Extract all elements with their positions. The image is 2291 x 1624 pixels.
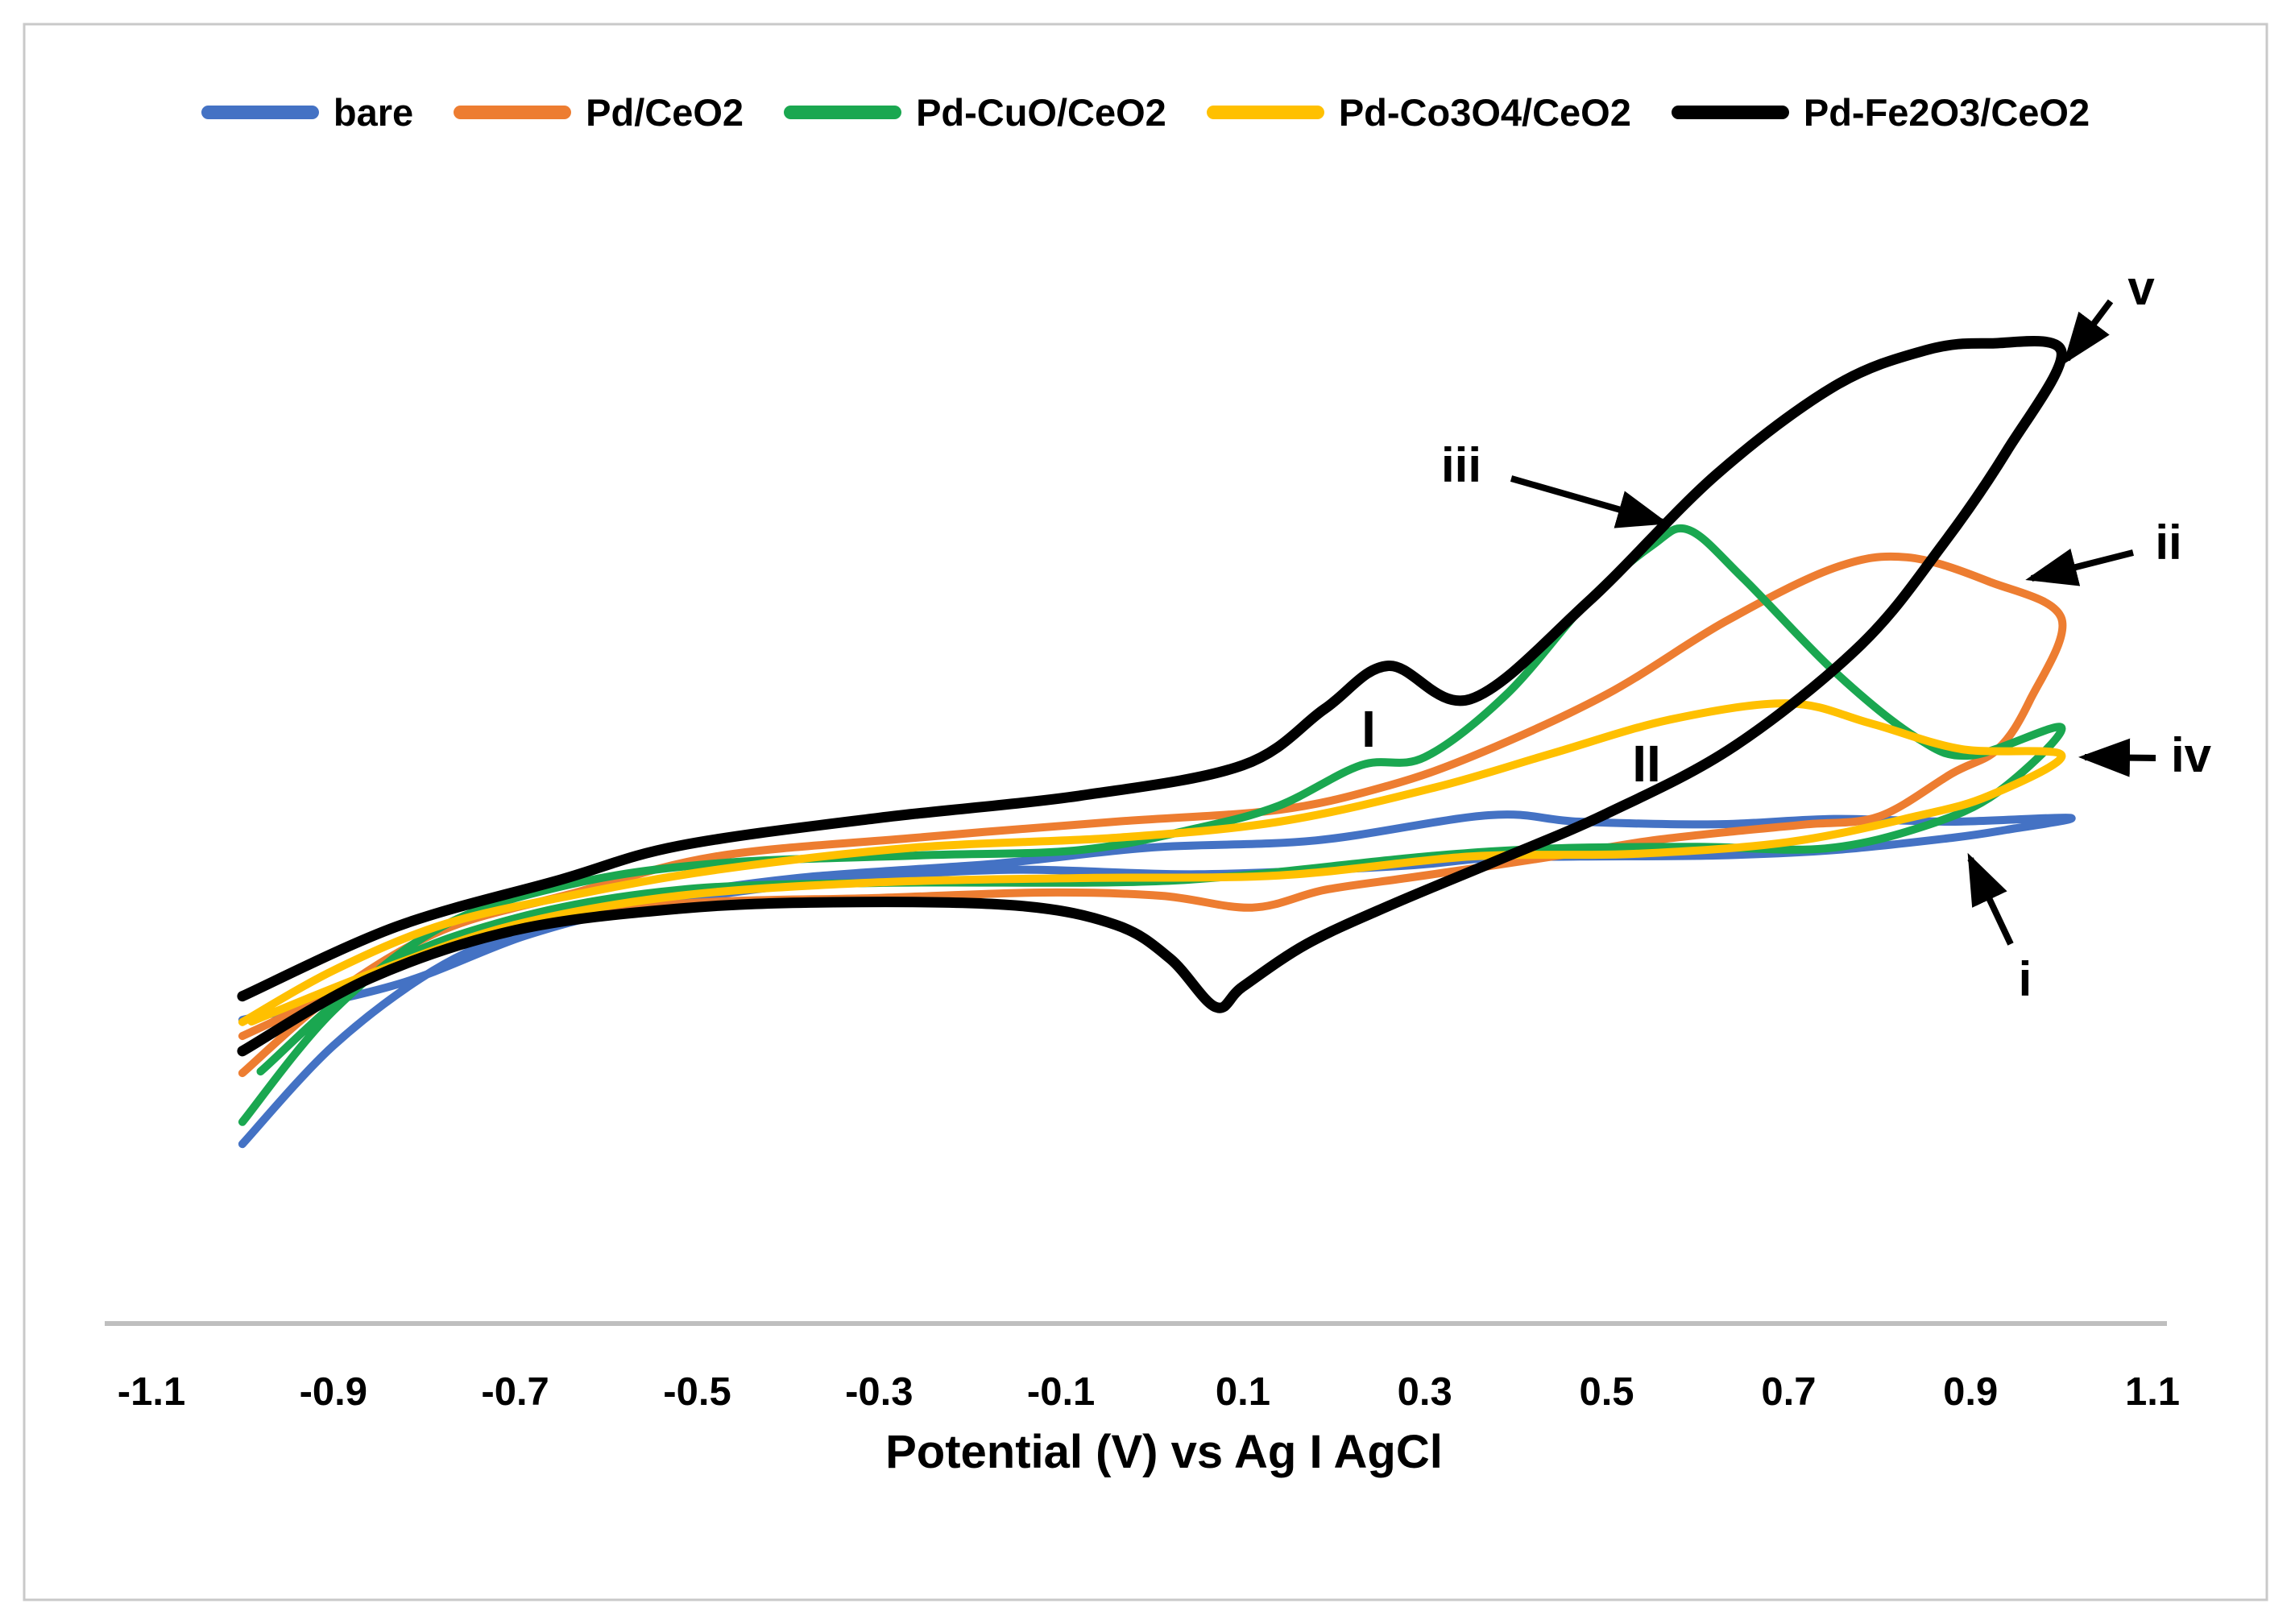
x-tick--0.5: -0.5	[663, 1370, 731, 1414]
x-tick-1.1: 1.1	[2125, 1370, 2180, 1414]
legend-swatch-Pd-CuO/CeO2	[784, 106, 902, 119]
curves-group	[237, 336, 2076, 1149]
legend-swatch-Pd/CeO2	[454, 106, 572, 119]
legend-label: bare	[333, 91, 414, 134]
x-axis-title: Potential (V) vs Ag I AgCl	[885, 1426, 1443, 1478]
annotation-arrow-iii	[1510, 475, 1669, 528]
curve-Pd-Co3O4/CeO2	[238, 699, 2066, 1026]
annotation-label-v: v	[2127, 261, 2155, 315]
curve-bare	[238, 810, 2076, 1149]
x-ticks-group: -1.1 -0.9 -0.7 -0.5 -0.3 -0.1 0.1 0.3 0.5 0.7 0.9 1…	[118, 1370, 2180, 1414]
legend-label: Pd-CuO/CeO2	[916, 91, 1166, 134]
annotation-arrow-v	[2063, 299, 2114, 365]
legend-label: Pd-Co3O4/CeO2	[1338, 91, 1631, 134]
legend: bare Pd/CeO2 Pd-CuO/CeO2 Pd-Co3O4/CeO2 Pd-Fe…	[0, 90, 2291, 135]
x-tick--0.3: -0.3	[845, 1370, 913, 1414]
legend-swatch-bare	[201, 106, 319, 119]
legend-item-Pd-Co3O4/CeO2: Pd-Co3O4/CeO2	[1206, 90, 1631, 135]
x-tick-0.5: 0.5	[1579, 1370, 1634, 1414]
x-tick--1.1: -1.1	[118, 1370, 185, 1414]
curve-Pd-Fe2O3/CeO2	[237, 336, 2067, 1057]
legend-label: Pd/CeO2	[586, 91, 744, 134]
x-tick-0.9: 0.9	[1943, 1370, 1998, 1414]
legend-item-Pd-CuO/CeO2: Pd-CuO/CeO2	[784, 90, 1166, 135]
legend-swatch-Pd-Fe2O3/CeO2	[1671, 106, 1789, 119]
x-tick-0.1: 0.1	[1216, 1370, 1270, 1414]
legend-item-Pd/CeO2: Pd/CeO2	[454, 90, 744, 135]
x-tick-0.7: 0.7	[1761, 1370, 1816, 1414]
legend-item-bare: bare	[201, 90, 413, 135]
x-tick-0.3: 0.3	[1398, 1370, 1452, 1414]
legend-label: Pd-Fe2O3/CeO2	[1803, 91, 2090, 134]
annotation-label-I: I	[1361, 700, 1376, 758]
legend-item-Pd-Fe2O3/CeO2: Pd-Fe2O3/CeO2	[1671, 90, 2090, 135]
legend-swatch-Pd-Co3O4/CeO2	[1206, 106, 1324, 119]
x-tick--0.1: -0.1	[1027, 1370, 1095, 1414]
x-tick--0.9: -0.9	[300, 1370, 367, 1414]
annotation-arrow-i	[1967, 852, 2014, 946]
annotation-label-i: i	[2019, 952, 2032, 1006]
annotation-arrow-iv	[2078, 738, 2156, 777]
curve-Pd/CeO2	[238, 552, 2067, 1078]
annotation-label-ii: ii	[2155, 516, 2181, 570]
annotation-arrow-ii	[2025, 548, 2134, 586]
x-tick--0.7: -0.7	[481, 1370, 549, 1414]
annotation-label-iv: iv	[2171, 728, 2212, 782]
annotation-label-II: II	[1632, 735, 1661, 793]
annotation-label-iii: iii	[1441, 438, 1481, 492]
figure-border	[23, 23, 2268, 1601]
